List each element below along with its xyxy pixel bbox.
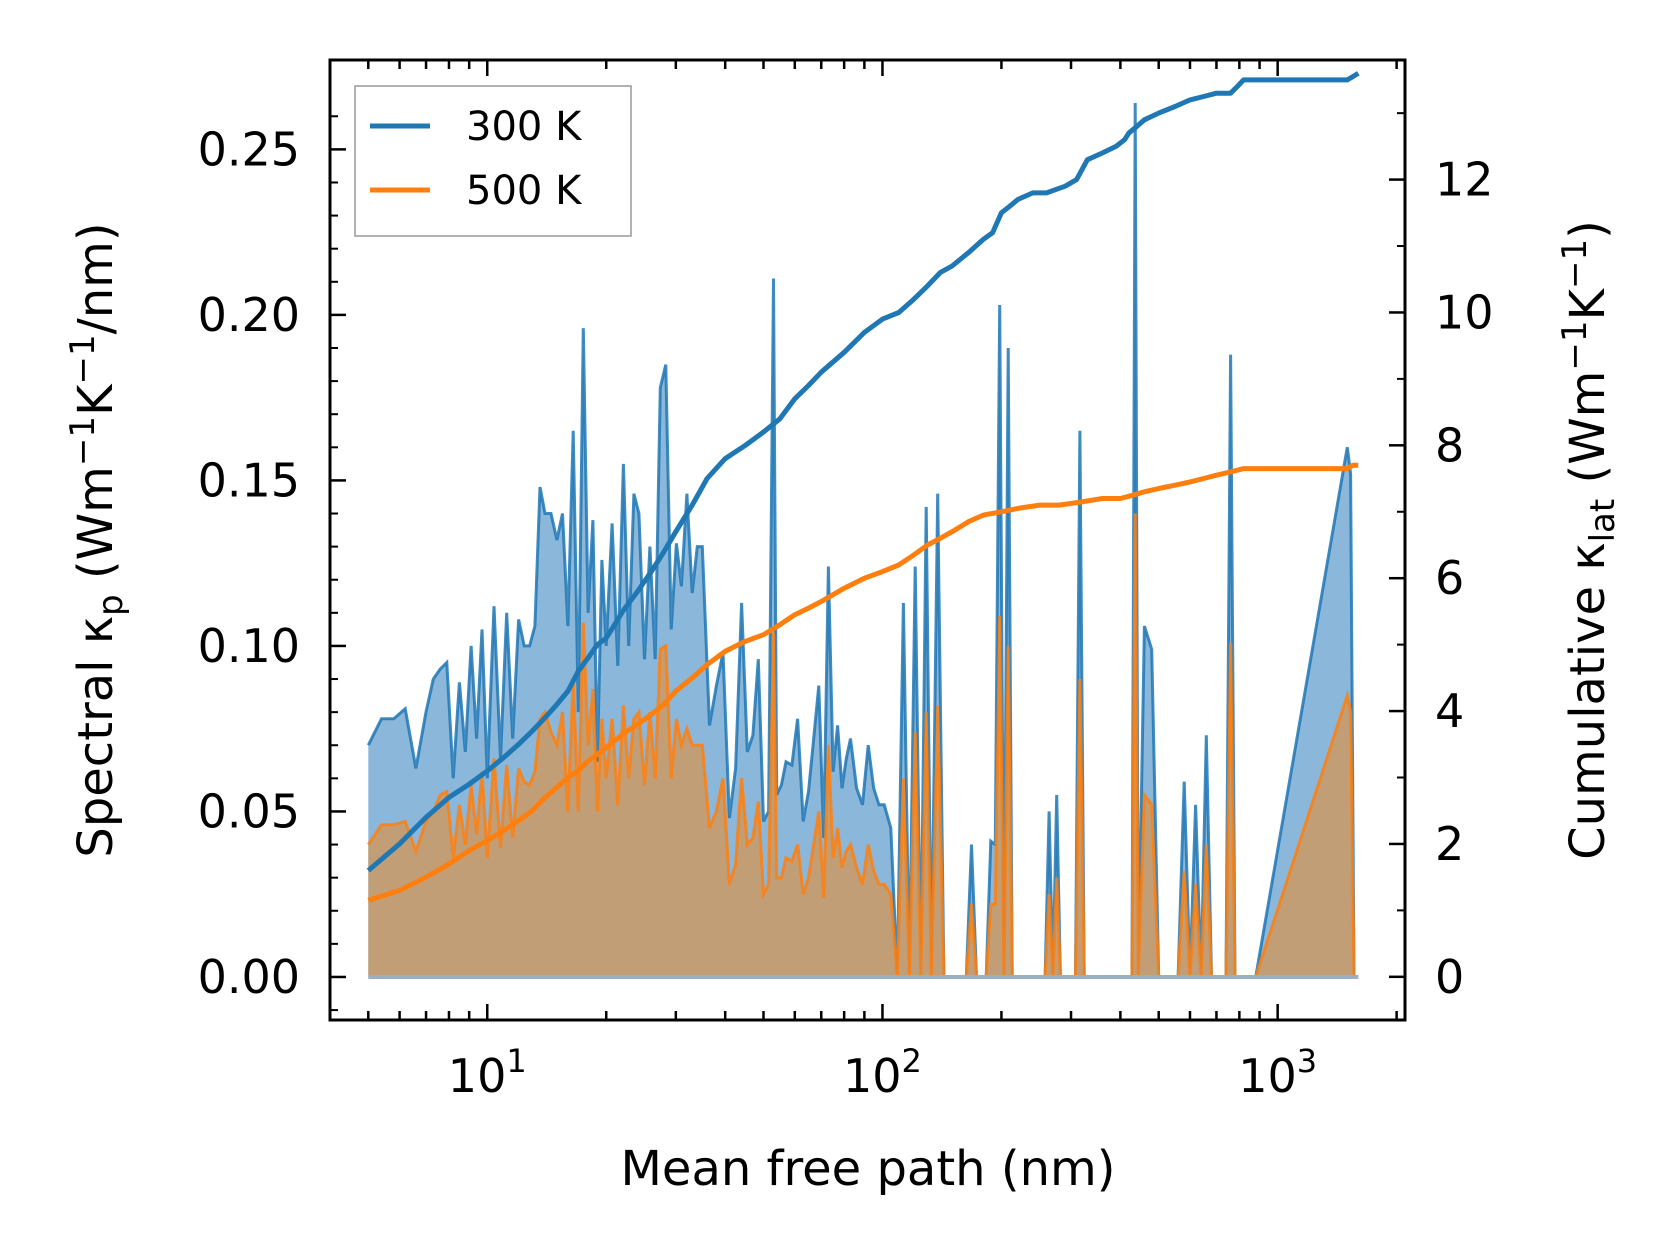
y-right-label-exp2: −1 (1555, 239, 1595, 289)
y-left-tick-label: 0.15 (198, 453, 300, 507)
cumulative-line-500k (367, 462, 1359, 903)
x-tick-label-base: 10 (448, 1049, 507, 1103)
x-tick-label-base: 10 (843, 1049, 902, 1103)
y-left-tick-label: 0.25 (198, 122, 300, 176)
tick-labels: 101 102 1030.000.050.100.150.200.250246810… (198, 122, 1494, 1103)
cumulative-line-300k (366, 71, 1360, 873)
legend-label-300k: 300 K (466, 104, 583, 150)
x-tick-label-exp: 2 (902, 1042, 922, 1080)
plot-frame (328, 58, 1407, 1022)
y-right-tick-label: 12 (1435, 153, 1494, 207)
x-tick-label: 101 (448, 1042, 527, 1103)
x-tick-label-exp: 3 (1297, 1042, 1317, 1080)
y-right-label-units-close: ) (1560, 220, 1616, 239)
x-tick-label-exp: 1 (506, 1042, 526, 1080)
y-left-label-sub: p (91, 594, 131, 616)
y-right-label-mid: K (1560, 287, 1616, 320)
y-left-label-units-open: (Wm (68, 466, 124, 594)
y-left-label-prefix: Spectral κ (68, 616, 124, 858)
y-left-tick-label: 0.10 (198, 619, 300, 673)
x-tick-label: 103 (1238, 1042, 1317, 1103)
y-left-label-exp2: −1 (63, 334, 103, 384)
legend-label-500k: 500 K (466, 168, 583, 214)
y-left-label-units-close: /nm) (68, 222, 124, 334)
y-right-label-prefix: Cumulative κ (1560, 542, 1616, 860)
x-axis-label: Mean free path (nm) (621, 1141, 1116, 1197)
y-left-tick-label: 0.05 (198, 784, 300, 838)
y-right-tick-label: 4 (1435, 684, 1464, 738)
plot-area (366, 71, 1360, 979)
legend-box (354, 85, 632, 237)
y-left-tick-label: 0.20 (198, 288, 300, 342)
y-right-label-units-open: (Wm (1560, 371, 1616, 499)
y-right-tick-label: 10 (1435, 285, 1494, 339)
x-tick-label-base: 10 (1238, 1049, 1297, 1103)
y-right-label-sub: lat (1583, 499, 1623, 543)
y-left-tick-label: 0.00 (198, 950, 300, 1004)
y-left-label-mid: K (68, 383, 124, 416)
y-left-label-exp1: −1 (63, 416, 103, 466)
y-right-tick-label: 2 (1435, 817, 1464, 871)
spectral-area-500k (368, 513, 1354, 977)
y-axis-label-right: Cumulative κlat (Wm−1K−1) (1555, 220, 1623, 860)
y-right-label-exp1: −1 (1555, 320, 1595, 370)
x-tick-label: 102 (843, 1042, 922, 1103)
legend: 300 K 500 K (354, 85, 632, 237)
y-right-tick-label: 0 (1435, 950, 1464, 1004)
y-right-tick-label: 6 (1435, 551, 1464, 605)
y-axis-label-left: Spectral κp (Wm−1K−1/nm) (63, 222, 131, 857)
y-right-tick-label: 8 (1435, 418, 1464, 472)
